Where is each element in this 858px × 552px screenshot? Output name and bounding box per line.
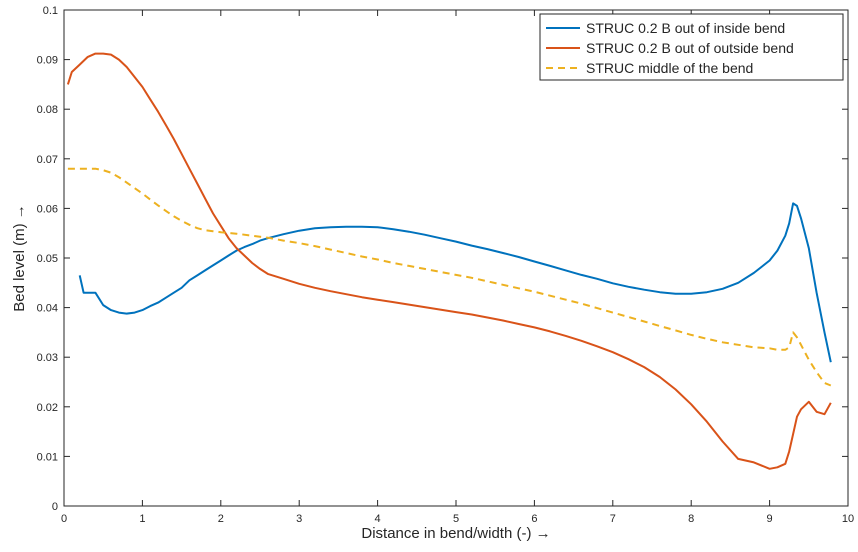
y-tick-label: 0.07 (37, 154, 58, 166)
y-tick-label: 0 (52, 501, 58, 513)
plot-area-frame (63, 9, 849, 507)
y-tick-label: 0.08 (37, 104, 58, 116)
x-tick-label: 10 (842, 513, 854, 525)
x-tick-label: 2 (218, 513, 224, 525)
series-line-3 (67, 167, 832, 387)
y-tick-label: 0.05 (37, 253, 58, 265)
y-tick-label: 0.1 (43, 5, 58, 17)
y-tick-label: 0.02 (37, 402, 58, 414)
legend-label-2: STRUC 0.2 B out of outside bend (586, 40, 794, 56)
tick-group: 0 1 2 3 4 5 6 7 8 9 10 0 0.01 0.02 0.03 0.04 0.05 0.06 0.0… (37, 5, 855, 525)
x-tick-label: 9 (767, 513, 773, 525)
legend-label-3: STRUC middle of the bend (586, 60, 753, 76)
x-tick-label: 4 (375, 513, 381, 525)
legend-label-1: STRUC 0.2 B out of inside bend (586, 20, 785, 36)
y-tick-label: 0.01 (37, 451, 58, 463)
series-group (66, 52, 832, 470)
x-tick-label: 8 (688, 513, 694, 525)
legend-box (539, 13, 844, 81)
legend: STRUC 0.2 B out of inside bend STRUC 0.2 … (539, 13, 844, 81)
y-tick-label: 0.06 (37, 203, 58, 215)
y-axis-label: Bed level (m) → (11, 204, 28, 312)
x-tick-label: 3 (296, 513, 302, 525)
x-axis-label: Distance in bend/width (-) → (361, 525, 550, 542)
y-tick-label: 0.04 (37, 303, 58, 315)
x-tick-label: 1 (139, 513, 145, 525)
x-tick-label: 6 (531, 513, 537, 525)
x-tick-label: 7 (610, 513, 616, 525)
y-tick-label: 0.03 (37, 352, 58, 364)
series-line-1 (78, 202, 832, 363)
series-line-2 (66, 52, 832, 470)
y-tick-label: 0.09 (37, 55, 58, 67)
x-tick-label: 5 (453, 513, 459, 525)
x-tick-label: 0 (61, 513, 67, 525)
